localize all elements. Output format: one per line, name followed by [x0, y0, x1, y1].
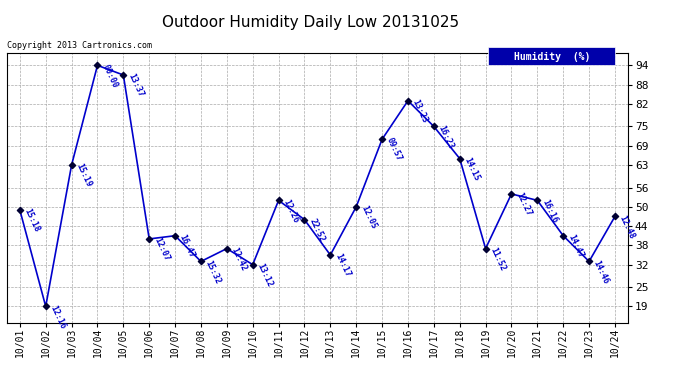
- Point: [351, 204, 362, 210]
- Point: [506, 191, 517, 197]
- Text: 11:52: 11:52: [489, 246, 507, 272]
- Point: [480, 246, 491, 252]
- Text: 13:23: 13:23: [411, 98, 429, 124]
- Text: 15:32: 15:32: [204, 259, 222, 285]
- Point: [454, 156, 465, 162]
- Text: 14:15: 14:15: [462, 156, 481, 182]
- Text: 12:27: 12:27: [514, 191, 533, 217]
- Point: [247, 262, 258, 268]
- Text: 22:52: 22:52: [307, 217, 326, 243]
- Point: [221, 246, 233, 252]
- Text: 14:47: 14:47: [566, 233, 584, 260]
- Point: [273, 197, 284, 203]
- Point: [66, 162, 77, 168]
- Text: 12:05: 12:05: [359, 204, 377, 231]
- Text: 13:12: 13:12: [255, 262, 274, 288]
- Text: Outdoor Humidity Daily Low 20131025: Outdoor Humidity Daily Low 20131025: [162, 15, 459, 30]
- Point: [428, 123, 440, 129]
- Text: 16:16: 16:16: [540, 198, 559, 224]
- Text: 13:37: 13:37: [126, 72, 145, 99]
- Text: 12:26: 12:26: [282, 198, 300, 224]
- Text: 16:23: 16:23: [437, 124, 455, 150]
- Point: [532, 197, 543, 203]
- Point: [92, 62, 103, 68]
- Point: [558, 233, 569, 239]
- Text: 09:57: 09:57: [385, 136, 404, 163]
- Text: 12:16: 12:16: [48, 304, 67, 330]
- Text: 15:18: 15:18: [23, 207, 41, 234]
- Point: [40, 303, 51, 309]
- Point: [118, 72, 129, 78]
- Point: [609, 213, 620, 219]
- FancyBboxPatch shape: [489, 47, 615, 64]
- Point: [170, 233, 181, 239]
- Point: [195, 258, 206, 264]
- Text: Copyright 2013 Cartronics.com: Copyright 2013 Cartronics.com: [7, 41, 152, 50]
- Text: 14:46: 14:46: [592, 259, 611, 285]
- Point: [14, 207, 26, 213]
- Point: [402, 98, 413, 104]
- Text: Humidity  (%): Humidity (%): [514, 51, 591, 62]
- Point: [584, 258, 595, 264]
- Text: 00:00: 00:00: [100, 63, 119, 89]
- Text: 12:42: 12:42: [230, 246, 248, 272]
- Text: 16:47: 16:47: [178, 233, 197, 260]
- Text: 12:07: 12:07: [152, 236, 170, 262]
- Point: [299, 217, 310, 223]
- Point: [325, 252, 336, 258]
- Text: 15:19: 15:19: [75, 162, 93, 189]
- Text: 12:48: 12:48: [618, 214, 636, 240]
- Point: [377, 136, 388, 142]
- Text: 14:17: 14:17: [333, 252, 352, 279]
- Point: [144, 236, 155, 242]
